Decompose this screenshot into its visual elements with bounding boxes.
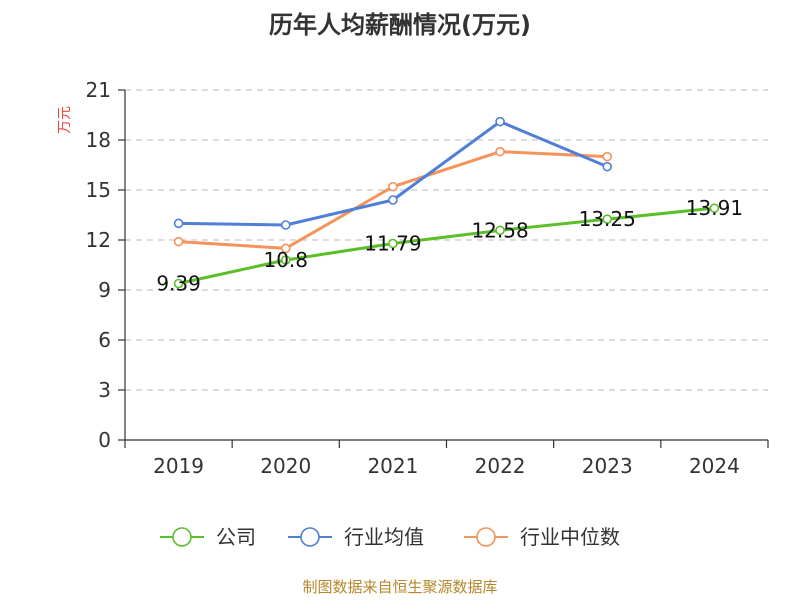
data-point xyxy=(173,236,184,247)
legend-item-2[interactable]: 行业中位数 xyxy=(464,525,620,549)
legend-marker xyxy=(300,527,320,547)
data-point xyxy=(709,203,720,213)
series-group xyxy=(173,116,720,289)
data-point xyxy=(173,218,184,229)
data-label: 10.8 xyxy=(263,248,308,272)
data-point xyxy=(495,116,505,127)
y-tick-label: 15 xyxy=(86,178,111,202)
y-tick-label: 9 xyxy=(98,278,111,302)
y-tick-label: 18 xyxy=(86,128,111,152)
y-tick-label: 0 xyxy=(98,428,111,452)
legend-marker xyxy=(172,527,192,547)
series-line-1 xyxy=(178,120,608,227)
legend-label: 行业中位数 xyxy=(520,525,620,549)
axes xyxy=(118,89,769,448)
x-tick-labels: 2019 2020 2021 2022 2023 2024 xyxy=(153,454,740,478)
data-point xyxy=(280,220,291,230)
legend-label: 公司 xyxy=(216,525,256,549)
x-tick-label: 2020 xyxy=(260,454,311,478)
data-label: 9.39 xyxy=(156,272,201,296)
data-point xyxy=(280,243,291,254)
data-point xyxy=(388,238,398,249)
data-labels: 9.39 10.8 11.79 12.58 13.25 13.91 xyxy=(156,196,743,295)
legend-label: 行业均值 xyxy=(344,525,424,549)
data-point xyxy=(602,214,613,224)
y-axis-label: 万元 xyxy=(57,106,73,134)
data-point xyxy=(495,225,505,236)
legend-item-0[interactable]: 公司 xyxy=(160,525,256,549)
y-tick-label: 12 xyxy=(86,228,111,252)
data-point xyxy=(173,278,184,289)
y-tick-label: 21 xyxy=(86,78,111,102)
x-tick-label: 2023 xyxy=(582,454,633,478)
data-point xyxy=(388,181,398,192)
y-tick-label: 6 xyxy=(98,328,111,352)
chart-title: 历年人均薪酬情况(万元) xyxy=(269,11,531,39)
x-tick-label: 2024 xyxy=(689,454,740,478)
data-point xyxy=(280,255,291,265)
legend-marker xyxy=(476,527,496,547)
gridlines xyxy=(125,89,768,391)
legend[interactable]: 公司 行业均值 行业中位数 xyxy=(160,525,620,549)
source-note: 制图数据来自恒生聚源数据库 xyxy=(302,578,497,596)
data-label: 12.58 xyxy=(471,218,528,242)
series-line-0 xyxy=(178,206,715,285)
x-tick-label: 2022 xyxy=(475,454,526,478)
y-tick-labels: 0 3 6 9 12 15 18 21 xyxy=(86,78,111,452)
x-tick-label: 2019 xyxy=(153,454,204,478)
y-tick-label: 3 xyxy=(98,378,111,402)
data-point xyxy=(602,151,613,162)
data-point xyxy=(388,195,398,205)
data-point xyxy=(495,146,505,157)
legend-item-1[interactable]: 行业均值 xyxy=(288,525,424,549)
data-label: 11.79 xyxy=(364,232,421,256)
x-tick-label: 2021 xyxy=(367,454,418,478)
data-label: 13.91 xyxy=(686,196,743,220)
data-point xyxy=(602,161,613,172)
data-label: 13.25 xyxy=(579,207,636,231)
